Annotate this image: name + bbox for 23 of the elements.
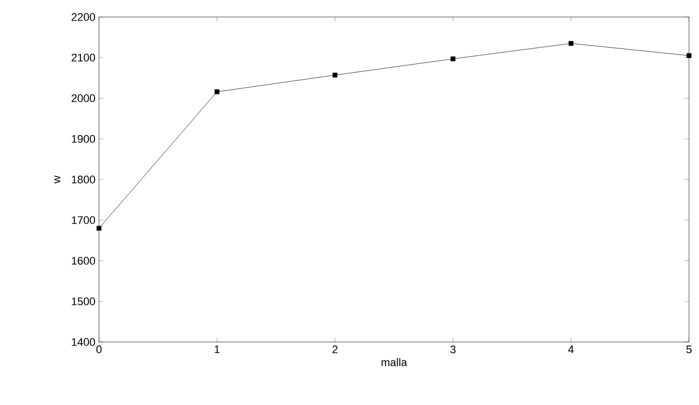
y-tick-label: 1400	[72, 338, 96, 346]
y-tick-label: 1700	[72, 216, 96, 224]
x-tick-label: 2	[332, 346, 338, 354]
point	[686, 53, 692, 58]
point	[450, 56, 456, 62]
y-axis-title: w	[54, 176, 60, 184]
y-tick-label: 1900	[72, 135, 96, 143]
x-tick-label: 0	[96, 346, 102, 354]
x-axis-title: malla	[382, 358, 408, 366]
x-tick-label: 1	[214, 346, 220, 354]
x-tick-label: 3	[450, 346, 456, 354]
x-tick-label: 5	[686, 346, 692, 354]
y-tick-label: 2100	[72, 54, 96, 62]
y-tick-label: 1500	[72, 298, 96, 306]
y-tick-label: 2200	[72, 13, 96, 21]
x-tick-label: 4	[568, 346, 574, 354]
point	[568, 41, 574, 46]
point	[96, 226, 102, 231]
y-tick-label: 2000	[72, 94, 96, 102]
point	[332, 72, 338, 78]
point	[214, 89, 220, 94]
y-tick-label: 1800	[72, 176, 96, 184]
y-tick-label: 1600	[72, 256, 96, 265]
